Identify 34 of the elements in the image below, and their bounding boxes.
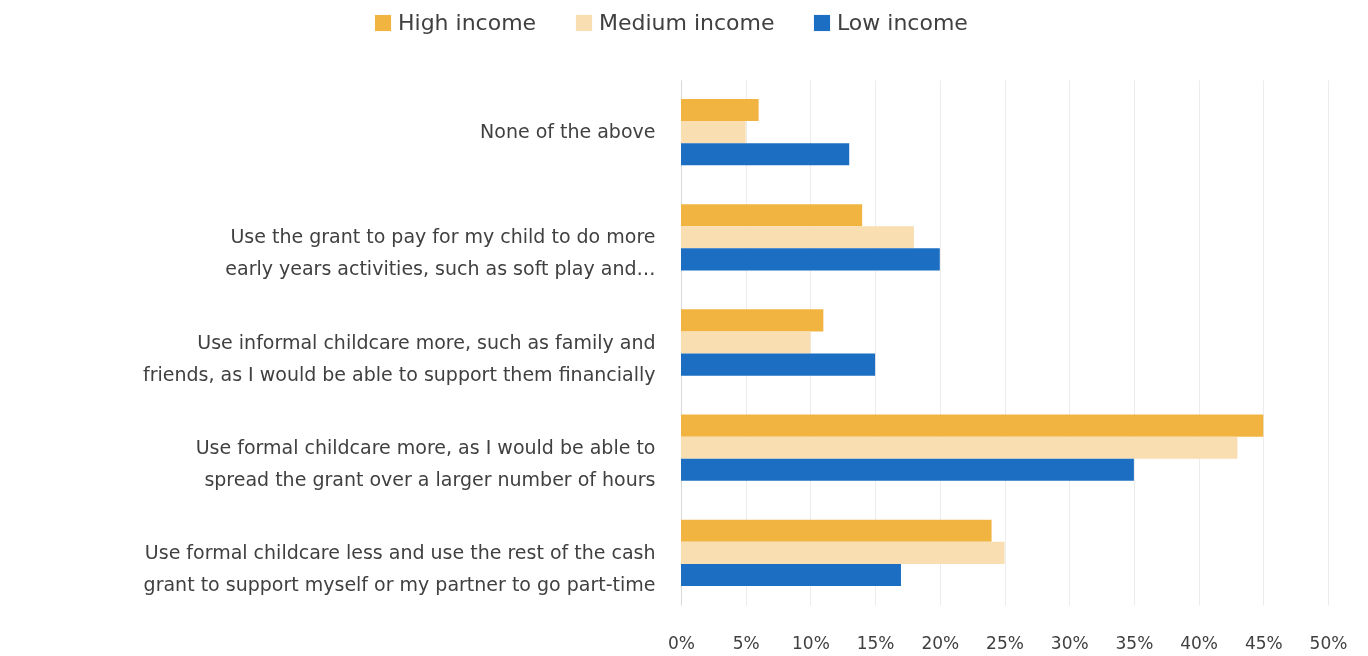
x-tick-label: 5% — [732, 632, 760, 653]
legend-label: Low income — [837, 10, 968, 35]
bar — [681, 353, 876, 376]
x-tick-label: 25% — [986, 632, 1024, 653]
x-tick-label: 20% — [921, 632, 960, 653]
y-tick-label: Use formal childcare more, as I would be able to spread the grant over a larger number of hours — [195, 435, 656, 490]
bar — [681, 226, 914, 249]
x-tick-label: 30% — [1050, 632, 1089, 653]
x-tick-label: 40% — [1180, 632, 1218, 653]
y-tick-label: Use informal childcare more, such as family and friends, as I would be able to support them financially — [142, 330, 656, 385]
legend-label: Medium income — [599, 10, 775, 35]
bar — [681, 519, 992, 542]
x-tick-label: 15% — [856, 632, 895, 653]
x-tick-label: 35% — [1115, 632, 1154, 653]
x-tick-label: 0% — [668, 632, 695, 653]
x-tick-label: 50% — [1309, 632, 1348, 653]
bar — [681, 309, 824, 332]
bar — [681, 563, 901, 587]
bar — [681, 121, 746, 144]
x-tick-label: 45% — [1244, 632, 1283, 653]
bar — [681, 204, 863, 227]
bar — [681, 458, 1134, 481]
x-tick-label: 10% — [792, 632, 830, 653]
bar — [681, 541, 1005, 564]
legend-label: High income — [398, 10, 537, 35]
bar — [681, 248, 940, 271]
y-tick-label: Use formal childcare less and use the rest of the cash grant to support myself or my partner to go part-time — [143, 540, 656, 595]
bar — [681, 436, 1238, 459]
y-tick-label: None of the above — [480, 120, 656, 143]
bar — [681, 414, 1264, 437]
bar — [681, 143, 850, 166]
bar — [681, 98, 759, 122]
y-tick-label: Use the grant to pay for my child to do more early years activities, such as soft play and… — [225, 225, 656, 280]
bar — [681, 331, 811, 354]
